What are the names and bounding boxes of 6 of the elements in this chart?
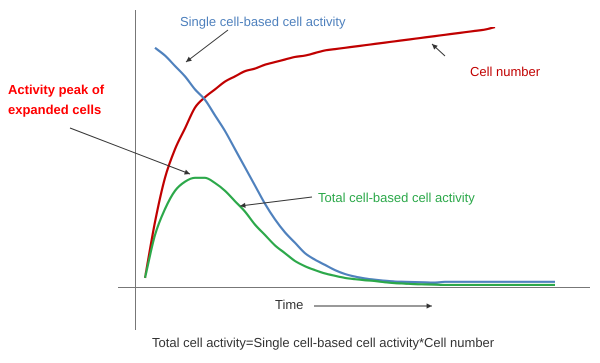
text: Cell number <box>470 64 540 79</box>
text: Total cell activity=Single cell-based cell activity*Cell number <box>152 335 494 350</box>
x-axis-title: Time <box>275 297 304 312</box>
text: Single cell-based cell activity <box>180 14 346 29</box>
text: Activity peak of expanded cells <box>8 81 106 119</box>
text: Total cell-based cell activity <box>318 190 475 205</box>
